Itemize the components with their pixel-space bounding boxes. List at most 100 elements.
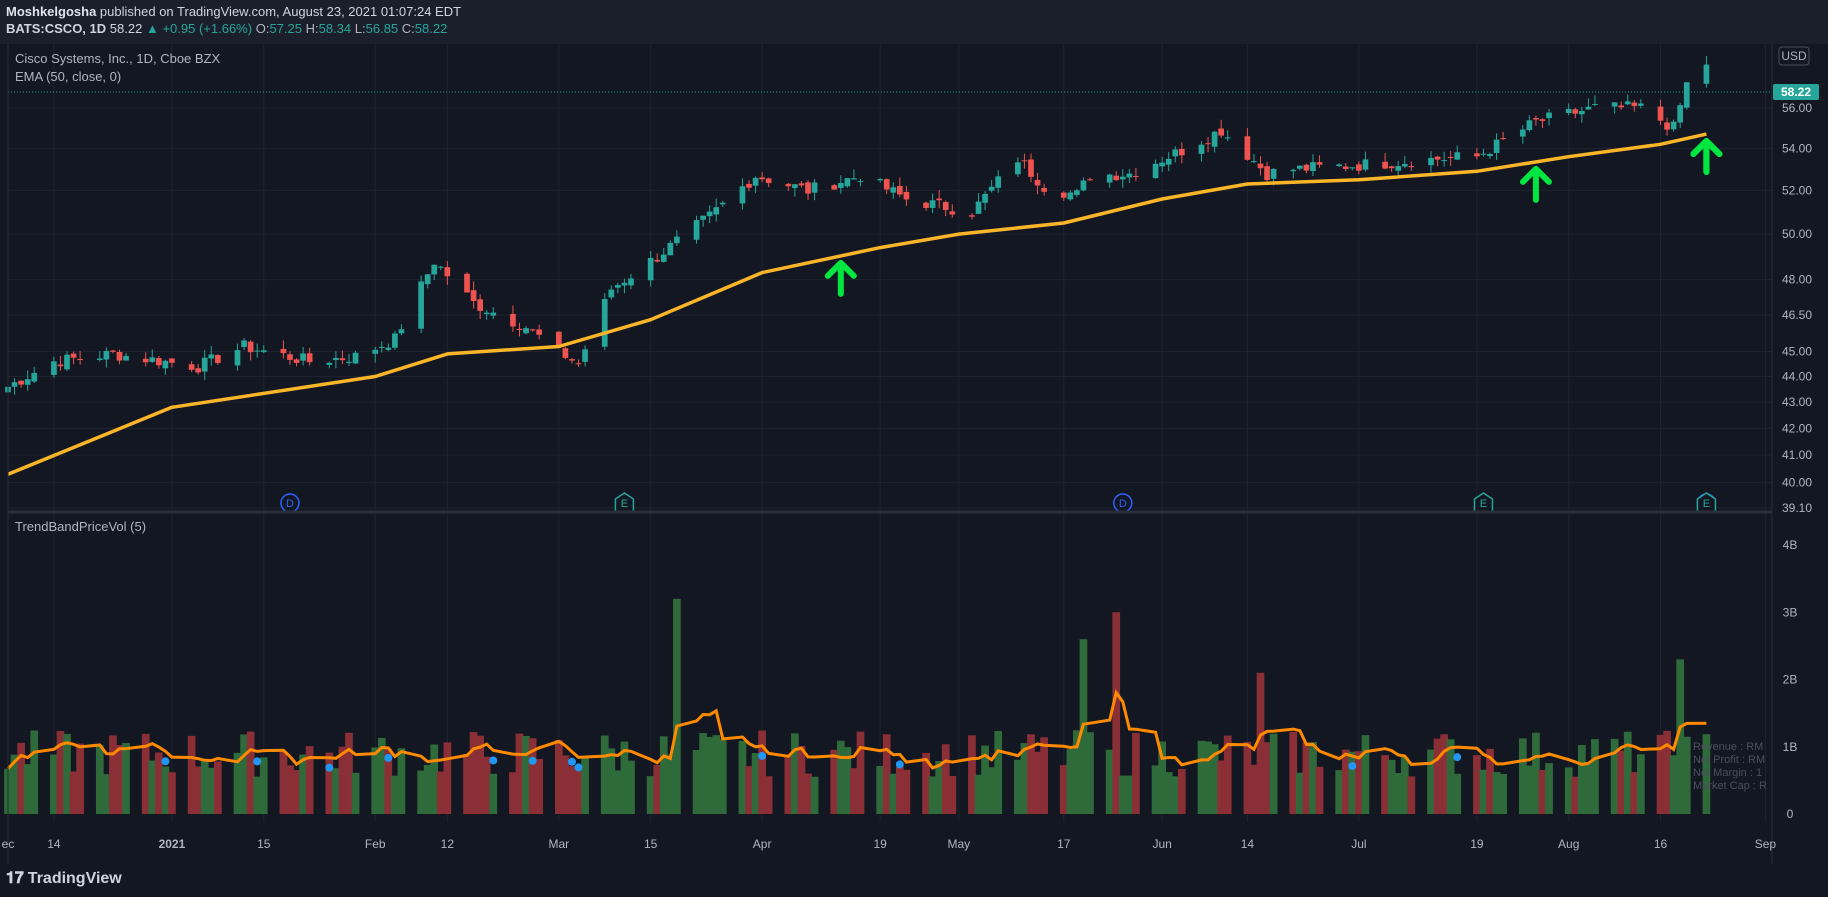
candle [1074,188,1080,198]
candle [247,340,254,361]
candle [647,251,654,287]
volume-bar [692,750,701,814]
candle-body [1546,112,1552,119]
volume-bar [1171,776,1180,814]
candle [942,200,949,217]
price-axis[interactable]: 39.10 40.00 41.00 42.00 43.00 44.00 45.00 46.50… [1782,101,1812,515]
candle [1205,136,1211,153]
last-price-badge: 58.22 [1773,84,1819,100]
volume-bar [76,743,84,814]
candle [949,204,956,218]
chart-title[interactable]: Cisco Systems, Inc., 1D, Cboe BZX [15,51,221,66]
candle-body [352,352,359,364]
candle [1657,99,1664,126]
candle [837,175,844,194]
candle [923,201,929,211]
candle-body [674,236,680,244]
candle [759,172,765,183]
candle-body [483,312,490,315]
candle [851,169,857,180]
volume-tick-label: 4B [1783,538,1798,552]
price-chart[interactable]: DEDEDE 39.1040.0041.0042.0043.0044.0045.… [0,44,1828,864]
candle-body [214,355,221,363]
volume-dot [325,763,334,772]
time-tick-label: Feb [365,837,386,851]
candle [11,378,18,395]
candle-body [877,179,884,181]
volume-bar [50,754,58,814]
candle-body [1205,143,1211,145]
candlesticks[interactable] [5,56,1710,400]
tradingview-logo[interactable]: 𝟏𝟕 TradingView [6,870,122,888]
publish-info: Moshkelgosha published on TradingView.co… [6,4,461,19]
candle-body [378,346,385,348]
volume-bar [430,744,439,814]
candle-body [1198,144,1205,154]
candle-body [1257,163,1264,169]
author-name[interactable]: Moshkelgosha [6,4,97,19]
candle-body [464,273,470,293]
ema-legend[interactable]: EMA (50, close, 0) [15,69,121,84]
volume-bar [600,735,609,814]
candle-body [615,285,621,288]
candle [1297,165,1303,171]
volume-bar [810,776,819,814]
volume-bar [213,761,222,814]
candle-body [142,358,149,363]
candle-body [1638,103,1644,106]
volume-dot [1348,762,1357,771]
volume-bar [1538,769,1547,814]
volume-axis[interactable]: 0 1B 2B 3B 4B [1783,538,1798,821]
candle-body [208,354,215,359]
candle [398,324,405,336]
volume-bar [554,739,563,814]
candle-body [234,350,241,366]
candle [601,293,608,350]
candle [293,358,300,367]
candle [1264,162,1270,185]
candle-body [785,183,792,187]
volume-indicator-legend[interactable]: TrendBandPriceVol (5) [15,519,146,534]
event-markers[interactable]: DEDEDE [280,492,1717,513]
time-axis[interactable]: ec 14 2021 15 Feb 12 Mar 15 Apr 19 May 17 Jun 14 Jul 19… [2,837,1777,851]
volume-bar [1473,755,1481,814]
candle [523,325,529,335]
candle-body [169,358,175,363]
candle [693,215,700,244]
volume-bar [1636,754,1645,814]
volume-bar [148,760,157,814]
marker-letter: E [621,498,628,510]
volume-bar [968,735,976,814]
volume-bar [876,765,885,814]
volume-bar [417,770,425,814]
volume-bar [574,766,583,814]
candle-body [333,357,339,361]
candle-body [759,177,765,180]
candle [660,247,667,263]
candle-body [1565,108,1572,114]
candle-body [1074,190,1080,195]
currency-button[interactable]: USD [1778,46,1810,66]
volume-bar [1525,765,1534,814]
volume-bar [1105,749,1114,814]
volume-bar [797,745,806,814]
candle-body [1539,119,1546,121]
candle-body [346,361,352,363]
candle-body [890,187,897,193]
brand-name: TradingView [27,870,122,887]
candle [1677,102,1684,129]
candle [746,180,752,192]
volume-bar [791,733,799,814]
volume-bar [463,753,471,814]
volume-bar [246,731,255,814]
volume-bar [154,752,163,814]
volume-bar [1656,734,1665,814]
volume-bar [843,747,852,814]
candle-body [942,202,949,210]
candle [1356,161,1362,175]
time-tick-label: 12 [441,837,455,851]
candle [437,265,444,271]
candle-body [1133,175,1139,177]
candle [988,180,995,193]
candle-body [339,358,346,361]
